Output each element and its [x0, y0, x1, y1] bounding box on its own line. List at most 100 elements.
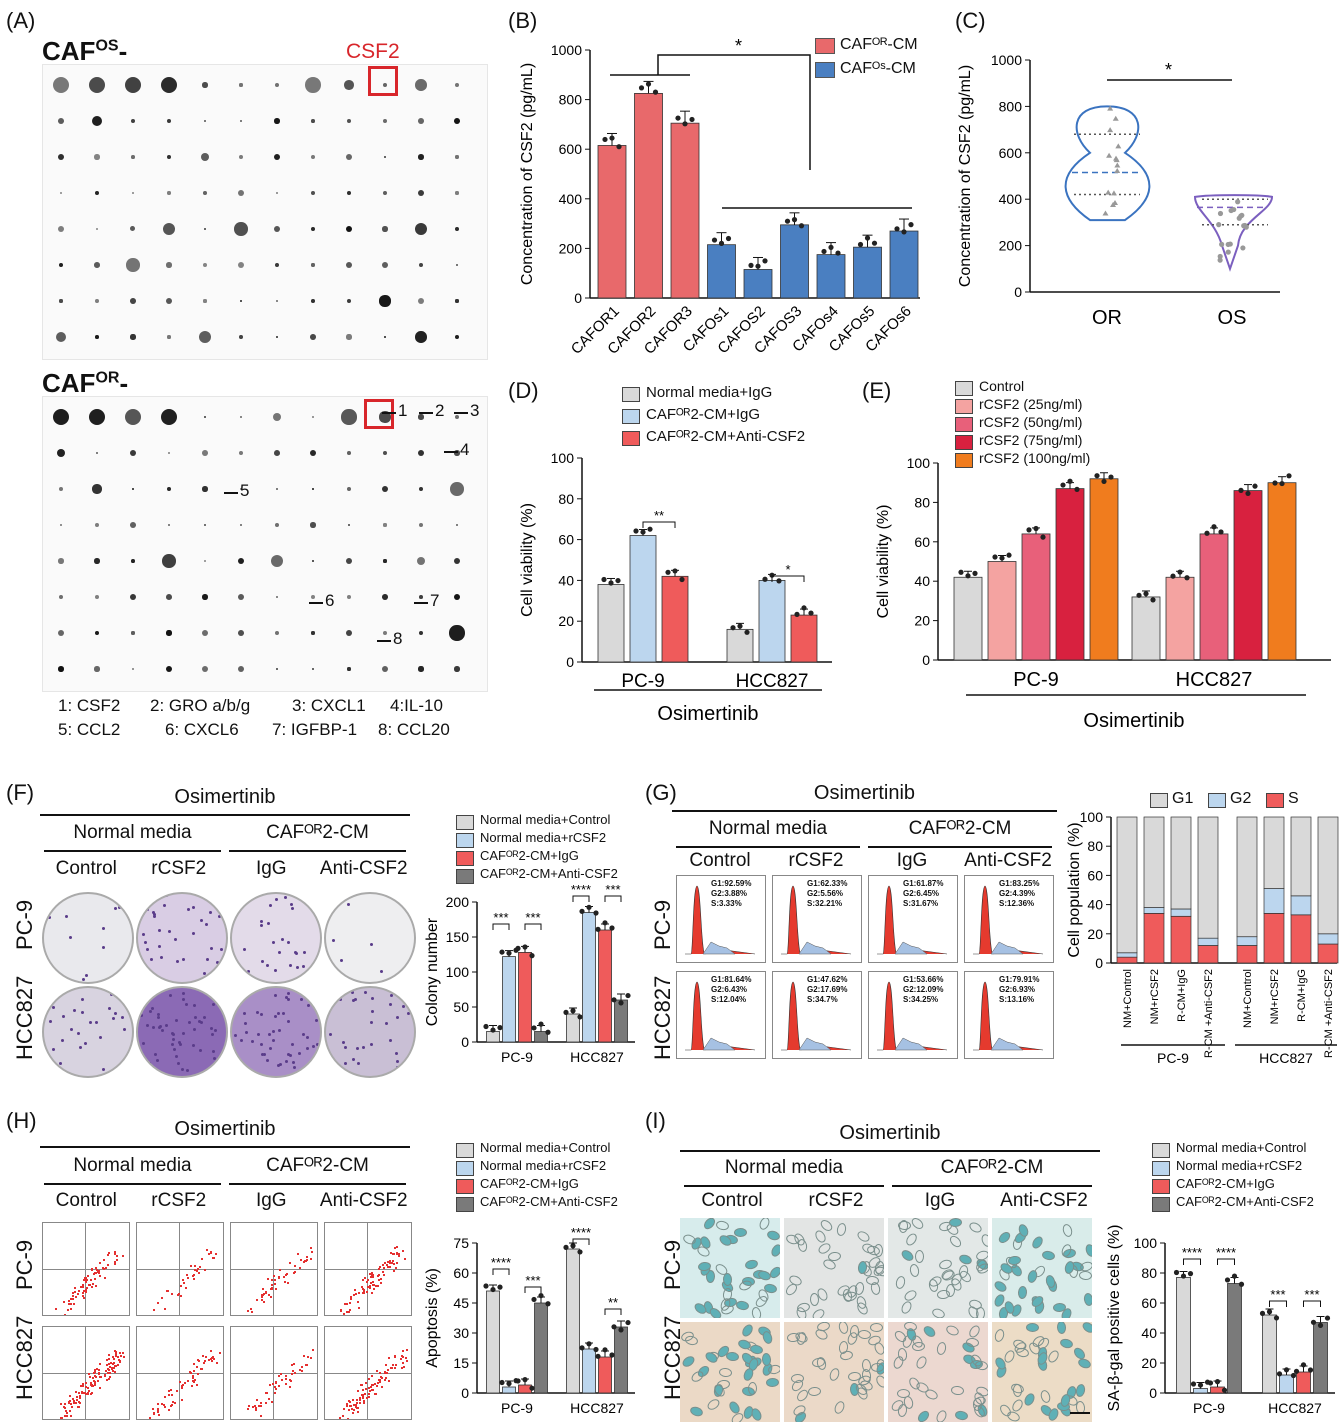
legend-label: CAFᴼᴿ2-CM+IgG [480, 848, 579, 863]
cell [750, 1407, 764, 1422]
quadrant-line [137, 1269, 223, 1270]
y-tick-label: 100 [1080, 809, 1104, 825]
event-dot [303, 1355, 306, 1358]
cell [996, 1229, 1013, 1245]
colony [353, 997, 357, 1001]
event-dot [196, 1267, 199, 1270]
event-dot [387, 1266, 390, 1269]
bar [1233, 490, 1263, 661]
blot-spot [455, 263, 459, 267]
flow-plot [136, 1326, 224, 1420]
legend-item: 7: IGFBP-1 [272, 720, 358, 739]
colony [61, 1039, 65, 1042]
colony [361, 1045, 365, 1049]
data-point [1225, 241, 1231, 248]
event-dot [113, 1357, 116, 1360]
colony [181, 1032, 185, 1036]
data-point [1225, 249, 1231, 255]
event-dot [306, 1363, 309, 1366]
event-dot [108, 1362, 111, 1365]
blot-spot [239, 335, 243, 339]
event-dot [117, 1359, 120, 1362]
blot-spot [347, 451, 351, 455]
event-dot [204, 1268, 207, 1271]
y-tick-label: 200 [999, 238, 1023, 254]
blot-spot [239, 83, 243, 87]
colony [302, 951, 306, 955]
blot-spot [275, 595, 279, 599]
event-dot [349, 1297, 352, 1300]
event-dot [362, 1400, 365, 1403]
event-dot [92, 1272, 95, 1275]
data-point [1259, 1310, 1266, 1316]
colony [212, 1050, 216, 1054]
event-dot [389, 1265, 392, 1268]
colony [82, 977, 86, 981]
data-point [1101, 478, 1107, 485]
event-dot [193, 1369, 196, 1372]
event-dot [356, 1407, 359, 1410]
data-point [595, 1353, 601, 1359]
drug-title: Osimertinib [813, 782, 916, 804]
significance-star: **** [571, 882, 591, 897]
colony [209, 946, 213, 950]
y-tick-label: 800 [559, 92, 583, 108]
bar [1089, 478, 1119, 661]
event-dot [378, 1372, 381, 1375]
quadrant-line [137, 1373, 223, 1374]
blot-spot [382, 118, 388, 124]
event-dot [253, 1405, 256, 1408]
event-dot [106, 1358, 109, 1361]
event-dot [390, 1252, 393, 1255]
colony [272, 1030, 276, 1034]
blot-spot [383, 155, 387, 159]
event-dot [294, 1371, 297, 1374]
blot-spot [347, 523, 351, 527]
condition-label: rCSF2 [151, 858, 207, 879]
event-dot [108, 1369, 111, 1372]
y-tick-label: 0 [566, 654, 574, 670]
stacked-segment [1143, 913, 1165, 964]
data-point [1143, 591, 1149, 597]
event-dot [107, 1251, 110, 1254]
blot-spot [202, 486, 208, 492]
significance-bracket [524, 923, 542, 930]
cell [1026, 1322, 1040, 1333]
data-point [1150, 597, 1156, 603]
histogram-stat: G1:92.59% [711, 879, 752, 888]
event-dot [90, 1286, 93, 1289]
y-tick-label: 600 [999, 145, 1023, 161]
cell [1083, 1243, 1092, 1259]
blot-spot [58, 666, 64, 672]
data-point [755, 263, 761, 269]
blot-spot [381, 261, 389, 269]
data-point [602, 1347, 608, 1353]
stacked-segment [1236, 936, 1258, 946]
event-dot [260, 1295, 263, 1298]
event-dot [357, 1292, 360, 1295]
blot-spot [273, 225, 281, 233]
legend-label: CAFᴼᴿ2-CM+IgG [480, 1176, 579, 1191]
stacked-segment [1317, 933, 1339, 945]
data-point [638, 85, 645, 91]
significance-star: *** [605, 882, 620, 897]
x-tick-label: R-CM+IgG [1296, 969, 1308, 1022]
event-dot [103, 1267, 106, 1270]
event-dot [179, 1285, 182, 1288]
event-dot [185, 1273, 188, 1276]
event-dot [86, 1279, 89, 1282]
event-dot [117, 1355, 120, 1358]
event-dot [86, 1386, 89, 1389]
colony [108, 1006, 112, 1010]
cell-cycle-histogram: G1:92.59% G2:3.88% S:3.33% [676, 875, 766, 963]
cell-cycle-histogram: G1:62.33% G2:5.56% S:32.21% [772, 875, 862, 963]
event-dot [367, 1279, 370, 1282]
event-dot [78, 1401, 81, 1404]
colony [139, 899, 143, 903]
colony [221, 1063, 225, 1067]
event-dot [197, 1272, 200, 1275]
colony [261, 1052, 265, 1056]
event-dot [157, 1403, 160, 1406]
event-dot [105, 1370, 108, 1373]
cell [1078, 1270, 1092, 1281]
